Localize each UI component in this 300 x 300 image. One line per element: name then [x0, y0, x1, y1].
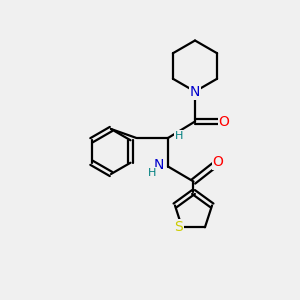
Text: H: H	[148, 168, 157, 178]
Text: O: O	[219, 115, 230, 128]
Text: N: N	[190, 85, 200, 98]
Text: N: N	[154, 158, 164, 172]
Text: O: O	[213, 155, 224, 169]
Text: H: H	[175, 130, 184, 141]
Text: S: S	[174, 220, 183, 234]
